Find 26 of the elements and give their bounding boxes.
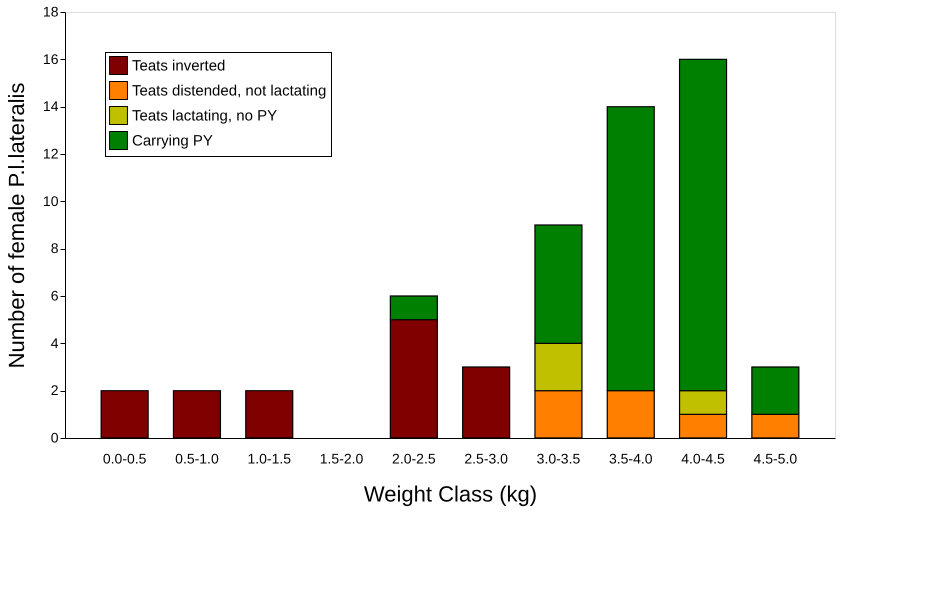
legend-label: Teats inverted (132, 58, 226, 74)
x-tick-label: 4.5-5.0 (754, 450, 798, 466)
x-tick-label: 2.0-2.5 (392, 450, 436, 466)
y-tick-label: 8 (50, 240, 59, 256)
x-axis-title: Weight Class (kg) (364, 482, 538, 506)
y-tick-label: 6 (50, 288, 59, 304)
y-tick-label: 16 (42, 50, 59, 67)
legend-label: Carrying PY (132, 132, 213, 150)
x-tick-label: 2.5-3.0 (464, 450, 508, 466)
x-tick-label: 1.5-2.0 (320, 450, 364, 466)
y-tick-label: 12 (42, 146, 59, 162)
y-tick-label: 14 (42, 98, 59, 114)
x-tick-label: 3.0-3.5 (536, 450, 580, 466)
y-tick-label: 4 (50, 334, 59, 351)
legend-label: Teats distended, not lactating (132, 82, 326, 100)
x-tick-label: 1.0-1.5 (247, 450, 292, 466)
y-tick-label: 18 (42, 4, 59, 20)
x-tick-label: 3.5-4.0 (608, 450, 653, 466)
y-tick-label: 2 (50, 382, 59, 398)
y-tick-label: 10 (42, 192, 59, 209)
legend-label: Teats lactating, no PY (132, 108, 278, 124)
x-tick-label: 4.0-4.5 (681, 450, 726, 466)
x-tick-label: 0.0-0.5 (102, 450, 147, 466)
x-tick-label: 0.5-1.0 (175, 450, 219, 466)
y-axis-title: Number of female P.l.lateralis (4, 82, 29, 368)
y-tick-label: 0 (50, 430, 59, 446)
